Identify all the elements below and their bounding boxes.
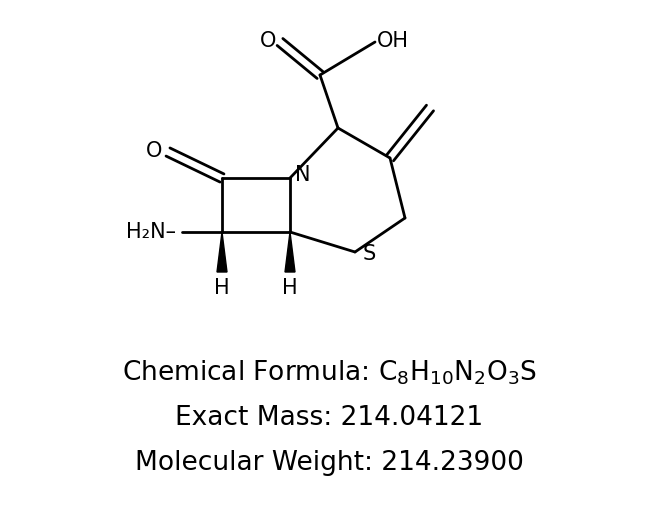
Text: O: O xyxy=(146,141,162,161)
Polygon shape xyxy=(285,232,295,272)
Text: H: H xyxy=(282,278,298,298)
Text: H: H xyxy=(215,278,230,298)
Polygon shape xyxy=(217,232,227,272)
Text: N: N xyxy=(295,165,311,185)
Text: O: O xyxy=(260,31,276,51)
Text: OH: OH xyxy=(377,31,409,51)
Text: Molecular Weight: 214.23900: Molecular Weight: 214.23900 xyxy=(135,450,523,476)
Text: Chemical Formula: $\mathregular{C_8H_{10}N_2O_3S}$: Chemical Formula: $\mathregular{C_8H_{10… xyxy=(122,359,536,387)
Text: S: S xyxy=(363,244,376,264)
Text: H₂N–: H₂N– xyxy=(126,222,176,242)
Text: Exact Mass: 214.04121: Exact Mass: 214.04121 xyxy=(175,405,483,431)
